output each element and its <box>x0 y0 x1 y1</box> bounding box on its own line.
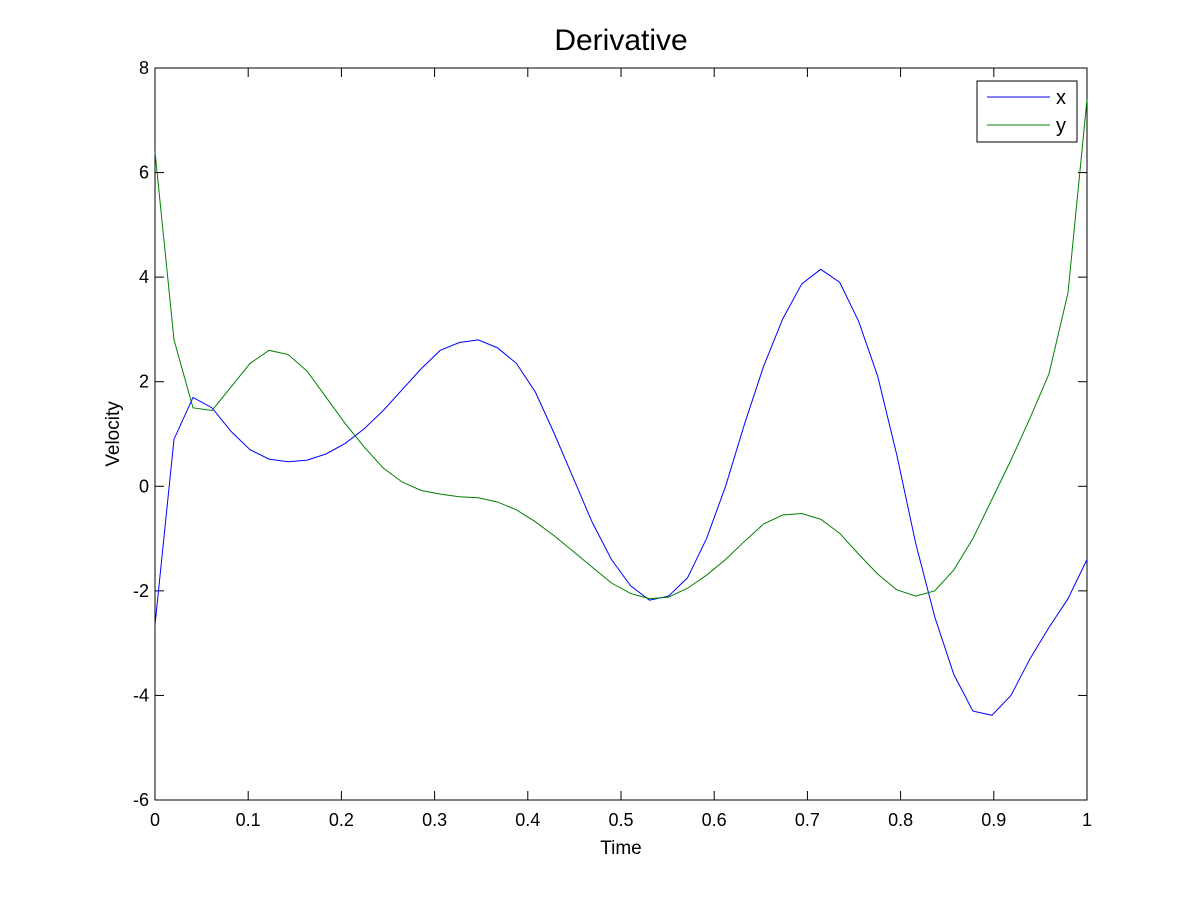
x-tick-label: 0 <box>150 810 160 830</box>
legend-label-x: x <box>1056 87 1066 109</box>
x-tick-label: 1 <box>1082 810 1092 830</box>
y-tick-label: 8 <box>139 58 149 78</box>
y-tick-label: -6 <box>133 790 149 810</box>
series-lines <box>154 99 1088 716</box>
ticks: 0 0.1 0.2 0.3 0.4 0.5 0.6 0.7 0.8 0.9 1 -6 -4 -2 0 2 4 6 8 <box>133 58 1092 830</box>
x-tick-label: 0.1 <box>236 810 261 830</box>
y-tick-label: 0 <box>139 476 149 496</box>
x-tick-label: 0.6 <box>702 810 727 830</box>
legend-box <box>976 80 1078 143</box>
chart-title: Derivative <box>554 24 687 57</box>
y-tick-label: 6 <box>139 163 149 183</box>
legend: x y <box>976 80 1078 143</box>
series-line-x <box>154 268 1088 716</box>
legend-label-y: y <box>1056 115 1066 137</box>
x-tick-label: 0.9 <box>981 810 1006 830</box>
x-tick-label: 0.7 <box>795 810 820 830</box>
x-tick-label: 0.5 <box>608 810 633 830</box>
series-line-y <box>154 99 1088 600</box>
y-tick-label: 2 <box>139 372 149 392</box>
x-axis-title: Time <box>600 838 642 859</box>
y-axis-title: Velocity <box>103 401 124 467</box>
y-tick-label: -2 <box>133 581 149 601</box>
y-tick-label: -4 <box>133 685 149 705</box>
x-tick-label: 0.2 <box>329 810 354 830</box>
plot-area <box>154 67 1088 801</box>
x-tick-label: 0.8 <box>888 810 913 830</box>
x-tick-label: 0.4 <box>515 810 540 830</box>
x-tick-label: 0.3 <box>422 810 447 830</box>
y-tick-label: 4 <box>139 267 149 287</box>
